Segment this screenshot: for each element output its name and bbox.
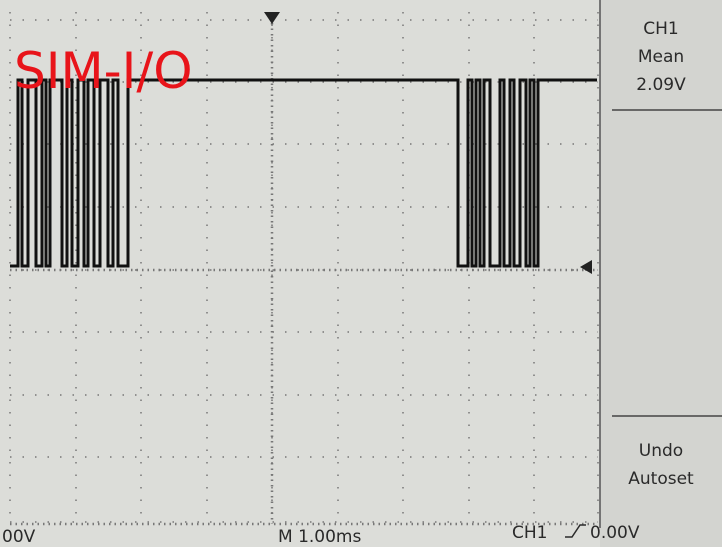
- trigger-slope: [565, 524, 586, 538]
- button-line[interactable]: Autoset: [628, 469, 694, 489]
- trigger-position-marker: [264, 12, 280, 24]
- measure-value: 2.09V: [636, 75, 686, 95]
- status-left: 00V: [2, 527, 36, 547]
- waveform: [10, 78, 597, 268]
- graticule: [9, 12, 599, 526]
- measure: Mean: [638, 47, 684, 67]
- trigger-level: 0.00V: [590, 523, 640, 543]
- signal-label: SIM-I/O: [14, 42, 193, 100]
- trigger-channel: CH1: [512, 523, 547, 543]
- channel: CH1: [643, 19, 678, 39]
- side-panel-bg: [600, 0, 722, 547]
- button-line[interactable]: Undo: [639, 441, 683, 461]
- trigger-level-marker: [580, 260, 592, 274]
- timebase: M 1.00ms: [278, 527, 361, 547]
